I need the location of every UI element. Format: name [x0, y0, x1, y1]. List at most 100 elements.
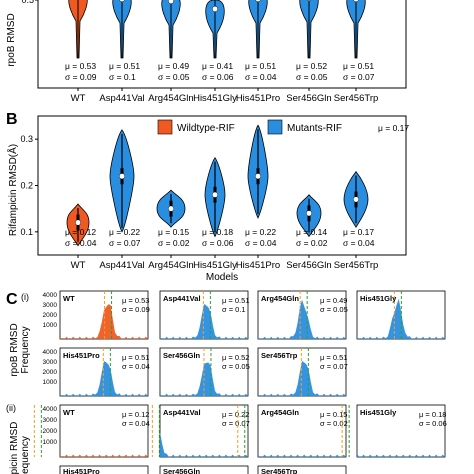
hist-frame-cut — [59, 465, 149, 474]
panel-b-median-dot — [254, 173, 262, 180]
panel-b-ylabel: Rifampicin RMSD(Å) — [6, 144, 19, 236]
panel-b-ytick-label: 0.3 — [20, 134, 33, 144]
panel-b-xlabel: Models — [206, 272, 238, 283]
hist-title-cut: Ser456Gln — [163, 467, 201, 474]
panel-b-ytick-label: 0.1 — [20, 227, 33, 237]
panel-b-mu-label: μ = 0.17 — [343, 227, 374, 237]
hist-bars — [60, 304, 148, 339]
panel-a-median-dot — [167, 0, 175, 5]
panel-b-xtick-label: WT — [71, 260, 86, 271]
panel-a-sigma-label: σ = 0.04 — [245, 72, 277, 82]
hist-ytick-label: 3000 — [43, 359, 58, 366]
hist-bars — [258, 454, 346, 457]
panel-b-xtick-label: Arg454Gln — [148, 260, 193, 271]
panel-a-sigma-label: σ = 0.05 — [158, 72, 190, 82]
panel-a-mu-label: μ = 0.53 — [65, 61, 96, 71]
panel-a-mu-label: μ = 0.51 — [245, 61, 276, 71]
panel-a-mu-label: μ = 0.41 — [202, 61, 233, 71]
panel-b-xtick-label: Ser456Gln — [286, 260, 331, 271]
panel-a-xtick-label: His451Gly — [193, 93, 237, 104]
hist-ytick-label: 2000 — [43, 428, 58, 435]
panel-c-i-ylabel-1: rpoB RMSD — [9, 323, 20, 376]
hist-frame-cut — [257, 465, 347, 474]
panel-c-letter: C — [6, 291, 18, 308]
panel-b-sigma-label: σ = 0.04 — [343, 238, 375, 248]
panel-b-mu-label: μ = 0.18 — [202, 227, 233, 237]
panel-b-xtick-label: His451Pro — [236, 260, 280, 271]
hist-bars — [160, 432, 248, 457]
panel-b-top-right-label: μ = 0.17 — [378, 123, 409, 133]
panel-b-sigma-label: σ = 0.04 — [65, 238, 97, 248]
panel-a-mu-label: μ = 0.52 — [296, 61, 327, 71]
panel-b-median-dot — [118, 173, 126, 180]
hist-title: Asp441Val — [163, 408, 201, 417]
panel-a-xtick-label: WT — [71, 93, 86, 104]
hist-sigma-label: σ = 0.05 — [222, 362, 250, 371]
panel-a-ytick: 0.5 — [21, 0, 34, 5]
panel-a-frame — [37, 0, 407, 89]
panel-b-sigma-label: σ = 0.07 — [109, 238, 141, 248]
hist-bars — [258, 360, 346, 396]
panel-b-median-dot — [352, 196, 360, 203]
panel-a-median-dot — [353, 0, 359, 3]
hist-sigma-label: σ = 0.06 — [419, 419, 447, 428]
panel-b-mu-label: μ = 0.12 — [65, 227, 96, 237]
legend-wildtype-swatch — [157, 119, 173, 135]
legend-wildtype-label: Wildtype-RIF — [177, 123, 235, 134]
hist-mu-label: μ = 0.15 — [320, 410, 347, 419]
panel-a-sigma-label: σ = 0.1 — [109, 72, 136, 82]
panel-a-mu-label: μ = 0.51 — [109, 61, 140, 71]
panel-a-xtick-label: Ser456Trp — [334, 93, 379, 104]
hist-mu-label: μ = 0.51 — [222, 296, 249, 305]
hist-ytick-label: 4000 — [43, 349, 58, 356]
panel-a-median-dot — [211, 5, 219, 13]
hist-ytick-label: 4000 — [43, 406, 58, 413]
hist-title: WT — [63, 408, 75, 417]
panel-b-mu-label: μ = 0.22 — [109, 227, 140, 237]
panel-b-median-dot — [74, 219, 82, 226]
panel-c: C (i) (ii) rpoB RMSD Frequency picin RMSD eque… — [6, 290, 447, 474]
panel-a-sigma-label: σ = 0.07 — [343, 72, 375, 82]
panel-a-mu-label: μ = 0.49 — [158, 61, 189, 71]
panel-a-xtick-label: Ser456Gln — [286, 93, 331, 104]
hist-sigma-label: σ = 0.04 — [122, 362, 150, 371]
hist-title: His451Pro — [63, 351, 100, 360]
hist-mu-label: μ = 0.12 — [122, 410, 149, 419]
hist-title: WT — [63, 294, 75, 303]
panel-b-letter: B — [6, 111, 18, 128]
hist-ytick-label: 2000 — [43, 369, 58, 376]
panel-c-sub-i: (i) — [21, 292, 29, 302]
panel-a-sigma-label: σ = 0.09 — [65, 72, 97, 82]
panel-a-mu-label: μ = 0.51 — [343, 61, 374, 71]
hist-sigma-label: σ = 0.1 — [222, 305, 246, 314]
panel-c-i-ylabel-2: Frequency — [20, 326, 31, 373]
panel-a-xtick-label: His451Pro — [236, 93, 280, 104]
hist-bars — [160, 303, 248, 339]
hist-mu-label: μ = 0.18 — [419, 410, 446, 419]
hist-sigma-label: σ = 0.07 — [222, 419, 250, 428]
panel-b-mu-label: μ = 0.22 — [245, 227, 276, 237]
hist-mu-label: μ = 0.52 — [222, 353, 249, 362]
hist-ytick-label: 1000 — [43, 322, 58, 329]
panel-c-ii-ylabel-1: picin RMSD — [9, 422, 20, 474]
hist-title-cut: Ser456Trp — [261, 467, 298, 474]
hist-title-cut: His451Pro — [63, 467, 100, 474]
hist-title: Ser456Trp — [261, 351, 298, 360]
panel-a-xtick-label: Arg454Gln — [148, 93, 193, 104]
panel-b-ytick-label: 0.2 — [20, 181, 33, 191]
legend-mutant-swatch — [267, 119, 283, 135]
panel-a-median-dot — [119, 0, 125, 3]
hist-title: Asp441Val — [163, 294, 201, 303]
hist-sigma-label: σ = 0.04 — [122, 419, 150, 428]
hist-ytick-label: 1000 — [43, 379, 58, 386]
hist-sigma-label: σ = 0.07 — [320, 362, 348, 371]
panel-a-median-dot — [255, 0, 261, 3]
hist-ytick-label: 3000 — [43, 302, 58, 309]
panel-b-sigma-label: σ = 0.02 — [158, 238, 190, 248]
panel-b-xtick-label: Ser456Trp — [334, 260, 379, 271]
hist-title: Arg454Gln — [261, 294, 299, 303]
panel-b-median-dot — [211, 191, 219, 198]
hist-title: Arg454Gln — [261, 408, 299, 417]
